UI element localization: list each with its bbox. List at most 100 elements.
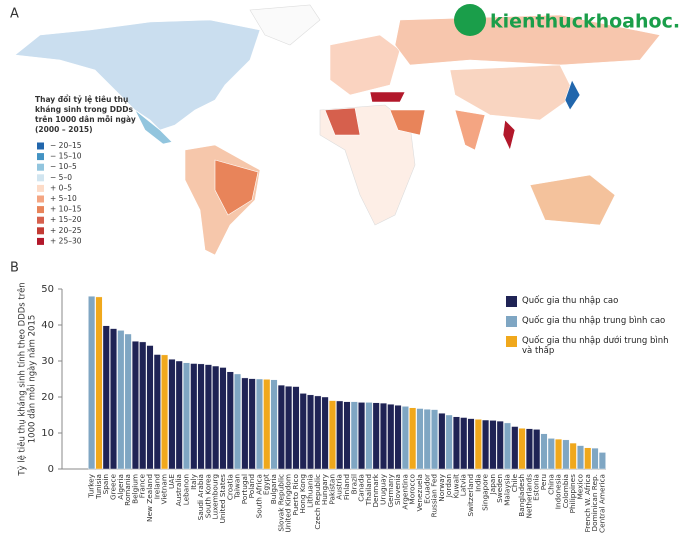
y-tick-label: 0 bbox=[48, 464, 54, 475]
bar bbox=[263, 379, 271, 470]
map-legend-swatch bbox=[37, 142, 44, 150]
bar bbox=[547, 438, 555, 470]
bar bbox=[146, 345, 154, 470]
x-tick-label: Lebanon bbox=[181, 474, 190, 505]
x-tick-label: Chile bbox=[510, 473, 519, 492]
x-tick-label: Czech Republic bbox=[313, 474, 322, 530]
bar bbox=[168, 359, 176, 470]
bar bbox=[562, 439, 570, 470]
bar bbox=[88, 296, 96, 470]
bar bbox=[161, 354, 169, 470]
x-tick-label: Latvia bbox=[459, 474, 468, 496]
y-tick-label: 50 bbox=[41, 284, 54, 295]
bar bbox=[131, 341, 139, 470]
legend-item: Quốc gia thu nhập dưới trung bình và thấ… bbox=[506, 336, 671, 356]
x-tick-label: Italy bbox=[189, 473, 198, 490]
x-tick-label: Jordan bbox=[444, 474, 453, 498]
bar bbox=[423, 409, 431, 470]
bar bbox=[372, 402, 380, 470]
bar bbox=[576, 445, 584, 470]
panel-label: A bbox=[10, 7, 19, 22]
china bbox=[449, 64, 576, 121]
bar bbox=[234, 373, 242, 470]
bar bbox=[285, 386, 293, 470]
bar bbox=[584, 447, 592, 470]
x-tick-label: Puerto Rico bbox=[291, 473, 300, 515]
bar bbox=[482, 419, 490, 470]
x-tick-label: Finland bbox=[342, 474, 351, 500]
legend-swatch bbox=[506, 316, 517, 327]
bar bbox=[270, 379, 278, 470]
bar bbox=[489, 420, 497, 470]
bar bbox=[533, 429, 541, 470]
map-legend-label: + 15–20 bbox=[50, 215, 82, 224]
bar bbox=[394, 405, 402, 470]
x-tick-label: Malaysia bbox=[503, 474, 512, 506]
x-tick-label: Germany bbox=[386, 473, 395, 507]
legend-label: Quốc gia thu nhập dưới trung bình và thấ… bbox=[522, 336, 669, 356]
y-axis-label: Tỷ lệ tiêu thụ kháng sinh tính theo DDDs… bbox=[17, 282, 28, 476]
map-legend-label: − 5–0 bbox=[50, 173, 72, 182]
x-tick-label: Venezuela bbox=[415, 474, 424, 511]
bar bbox=[292, 386, 300, 470]
x-tick-label: Australia bbox=[174, 474, 183, 506]
x-tick-label: Mexico bbox=[575, 473, 584, 499]
bar bbox=[212, 365, 220, 470]
x-tick-label: India bbox=[473, 474, 482, 492]
map-legend-swatch bbox=[37, 163, 44, 171]
x-tick-label: Saudi Arabia bbox=[196, 474, 205, 520]
legend-label: Quốc gia thu nhập trung bình cao bbox=[522, 316, 666, 326]
x-tick-label: Spain bbox=[101, 474, 110, 494]
x-tick-label: Ecuador bbox=[422, 474, 431, 504]
bar bbox=[219, 367, 227, 470]
legend-item: Quốc gia thu nhập cao bbox=[506, 296, 671, 307]
x-tick-label: Morocco bbox=[408, 473, 417, 504]
x-tick-label: Pakistan bbox=[327, 474, 336, 505]
vietnam bbox=[502, 119, 516, 151]
x-tick-label: Poland bbox=[247, 474, 256, 498]
map-legend-swatch bbox=[37, 227, 44, 235]
logo bbox=[454, 4, 486, 36]
bar bbox=[438, 413, 446, 470]
x-tick-label: Switzerland bbox=[466, 474, 475, 517]
bar bbox=[197, 363, 205, 470]
bar bbox=[255, 378, 263, 470]
bar bbox=[518, 428, 526, 470]
map-legend-swatch bbox=[37, 195, 44, 203]
map-legend-swatch bbox=[37, 206, 44, 214]
bar bbox=[343, 401, 351, 470]
y-tick-label: 10 bbox=[41, 428, 54, 439]
x-tick-label: Argentina bbox=[400, 474, 409, 510]
bar bbox=[467, 418, 475, 470]
y-tick-label: 20 bbox=[41, 392, 54, 403]
bar bbox=[474, 419, 482, 470]
map-legend-label: − 10–5 bbox=[50, 162, 77, 171]
x-tick-label: UAE bbox=[167, 474, 176, 489]
bar bbox=[525, 428, 533, 470]
x-tick-label: Taiwan bbox=[233, 474, 242, 500]
x-tick-label: Canada bbox=[357, 474, 366, 502]
x-tick-label: Greece bbox=[109, 474, 118, 500]
bar bbox=[409, 407, 417, 470]
legend-item: Quốc gia thu nhập trung bình cao bbox=[506, 316, 671, 327]
bar bbox=[124, 333, 132, 470]
x-tick-label: Egypt bbox=[262, 474, 271, 495]
bar bbox=[379, 402, 387, 470]
x-tick-label: Algeria bbox=[116, 474, 125, 500]
watermark: kienthuckhoahoc.org bbox=[490, 11, 680, 33]
bar bbox=[452, 416, 460, 470]
x-tick-label: France bbox=[138, 473, 147, 498]
bar bbox=[540, 433, 548, 470]
legend-swatch bbox=[506, 296, 517, 307]
bar bbox=[336, 400, 344, 470]
map-legend-label: − 15–10 bbox=[50, 152, 82, 161]
x-tick-label: Dominican Rep. bbox=[590, 474, 599, 531]
map-legend-title: trên 1000 dân mỗi ngày bbox=[35, 115, 136, 124]
bar bbox=[102, 325, 110, 470]
map-legend-label: + 25–30 bbox=[50, 236, 82, 245]
bar bbox=[190, 363, 198, 470]
x-tick-label: Kuwait bbox=[451, 474, 460, 499]
